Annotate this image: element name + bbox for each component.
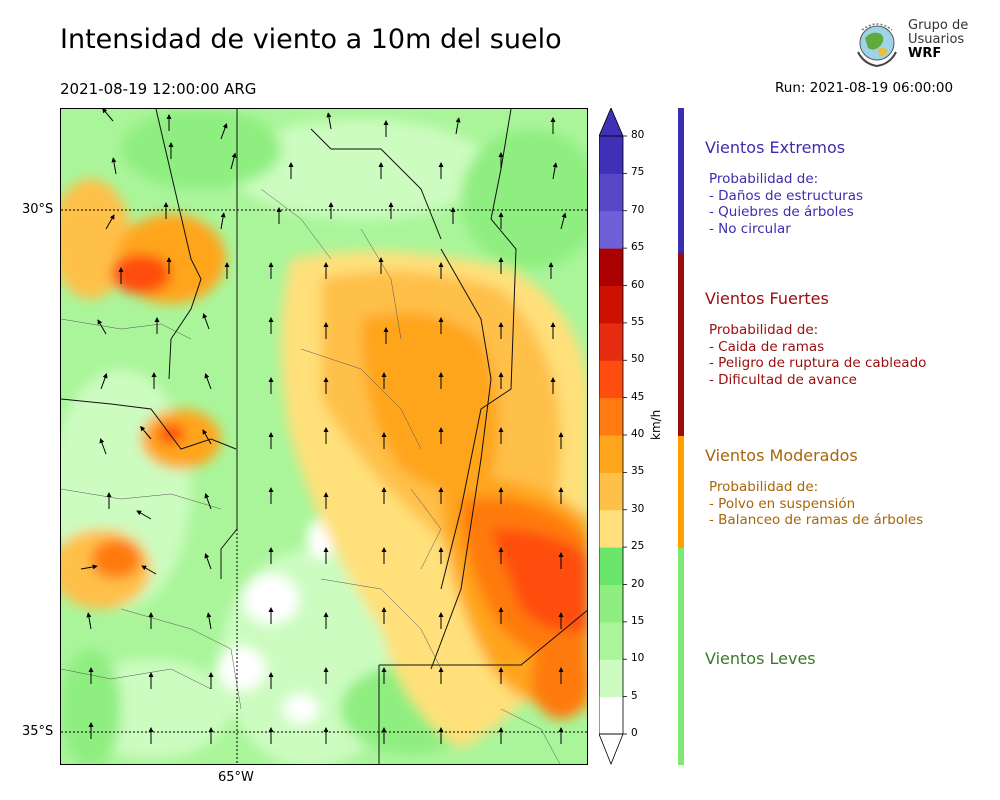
- legend-bar-leves: [678, 548, 684, 765]
- colorbar-tick-label: 10: [631, 652, 645, 665]
- colorbar-segment: [599, 360, 623, 399]
- wind-arrow: [140, 425, 152, 440]
- colorbar-tick-label: 15: [631, 614, 645, 627]
- category-line: Probabilidad de:: [709, 479, 819, 495]
- colorbar-segment: [599, 210, 623, 249]
- wind-arrow: [136, 510, 152, 520]
- colorbar-tick-label: 65: [631, 241, 645, 254]
- wind-arrows: [80, 109, 567, 744]
- run-time: Run: 2021-08-19 06:00:00: [775, 80, 954, 96]
- wind-arrow: [141, 565, 157, 575]
- colorbar-tick-label: 30: [631, 502, 645, 515]
- colorbar-segment: [599, 472, 623, 511]
- wrf-logo: Grupo de Usuarios WRF: [848, 16, 973, 74]
- logo-line-3: WRF: [908, 46, 942, 61]
- colorbar-tick-label: 50: [631, 353, 645, 366]
- colorbar-segment: [599, 621, 623, 660]
- wind-arrow: [202, 429, 212, 445]
- wind-arrow: [560, 212, 567, 230]
- legend-bar-extremos: [678, 108, 684, 253]
- globe-icon: [857, 23, 897, 68]
- category-line: - Daños de estructuras: [709, 187, 864, 204]
- category-line: - No circular: [709, 220, 791, 237]
- colorbar-tick-label: 40: [631, 428, 645, 440]
- lat-label-30s: 30°S: [22, 202, 54, 217]
- logo-line-2: Usuarios: [908, 32, 965, 47]
- wind-arrow: [230, 152, 237, 170]
- colorbar-segment: [599, 322, 623, 361]
- wind-arrow: [99, 438, 107, 455]
- category-fuertes: Vientos Fuertes Probabilidad de: - Caida…: [705, 289, 926, 388]
- category-line: - Quiebres de árboles: [709, 204, 854, 220]
- colorbar-segment: [599, 285, 623, 324]
- category-title: Vientos Extremos: [705, 138, 846, 157]
- category-title: Vientos Fuertes: [705, 289, 829, 308]
- wind-arrow: [204, 493, 212, 510]
- colorbar-tick-label: 25: [631, 540, 645, 553]
- colorbar-tick-label: 55: [631, 315, 645, 328]
- wind-arrow: [204, 553, 212, 570]
- colorbar-tick-label: 35: [631, 465, 645, 478]
- wind-arrow: [552, 162, 558, 180]
- wind-map: [60, 108, 588, 765]
- wind-arrow: [204, 373, 212, 390]
- lat-label-35s: 35°S: [22, 724, 54, 739]
- wind-arrow: [80, 564, 98, 570]
- colorbar-extend-top: [598, 106, 624, 137]
- lon-label-65w: 65°W: [218, 770, 254, 785]
- wind-arrow: [97, 319, 107, 335]
- wind-arrow: [105, 214, 115, 230]
- category-line: - Balanceo de ramas de árboles: [709, 512, 924, 528]
- wind-arrow: [206, 612, 212, 630]
- legend-bar-fuertes: [678, 253, 684, 436]
- category-line: - Caida de ramas: [709, 338, 825, 355]
- wind-arrow: [455, 117, 461, 135]
- colorbar-unit: km/h: [649, 409, 663, 440]
- wind-arrow: [220, 123, 228, 140]
- wind-arrow: [100, 373, 108, 390]
- colorbar-segment: [599, 696, 623, 735]
- wind-arrow: [220, 212, 226, 230]
- category-title: Vientos Moderados: [705, 446, 858, 465]
- colorbar-segment: [599, 659, 623, 698]
- valid-time: 2021-08-19 12:00:00 ARG: [60, 80, 257, 98]
- page-title: Intensidad de viento a 10m del suelo: [60, 24, 562, 55]
- colorbar-segment: [599, 136, 623, 174]
- category-line: - Polvo en suspensión: [709, 495, 856, 512]
- colorbar-tick-label: 70: [631, 203, 645, 216]
- colorbar-extend-bottom: [598, 733, 624, 766]
- wind-arrow: [202, 313, 210, 330]
- category-leves: Vientos Leves: [705, 649, 816, 668]
- colorbar-segment: [599, 173, 623, 212]
- colorbar-segment: [599, 509, 623, 548]
- colorbar: [598, 106, 639, 766]
- colorbar-segment: [599, 584, 623, 623]
- category-extremos: Vientos Extremos Probabilidad de: - Daño…: [705, 138, 863, 237]
- colorbar-tick-label: 80: [631, 129, 645, 141]
- wind-arrow: [102, 109, 114, 122]
- colorbar-tick-label: 75: [631, 166, 645, 179]
- colorbar-tick-label: 0: [631, 727, 638, 739]
- logo-line-1: Grupo de: [908, 18, 969, 33]
- colorbar-tick-label: 5: [631, 689, 638, 702]
- colorbar-tick-label: 20: [631, 577, 645, 590]
- colorbar-segment: [599, 547, 623, 585]
- wind-arrow: [111, 157, 117, 175]
- colorbar-segment: [599, 248, 623, 286]
- colorbar-tick-label: 60: [631, 278, 645, 291]
- wind-field: [61, 109, 587, 764]
- category-moderados: Vientos Moderados Probabilidad de: - Pol…: [705, 446, 923, 529]
- colorbar-segment: [599, 435, 623, 473]
- category-line: - Peligro de ruptura de cableado: [709, 355, 927, 371]
- colorbar-segment: [599, 397, 623, 436]
- category-line: Probabilidad de:: [709, 322, 819, 338]
- wind-arrow: [86, 612, 92, 630]
- legend-bar-moderados: [678, 436, 684, 548]
- wind-arrow: [326, 112, 332, 130]
- colorbar-tick-label: 45: [631, 390, 645, 403]
- category-title: Vientos Leves: [705, 649, 816, 668]
- category-line: Probabilidad de:: [709, 171, 819, 187]
- category-line: - Dificultad de avance: [709, 371, 857, 388]
